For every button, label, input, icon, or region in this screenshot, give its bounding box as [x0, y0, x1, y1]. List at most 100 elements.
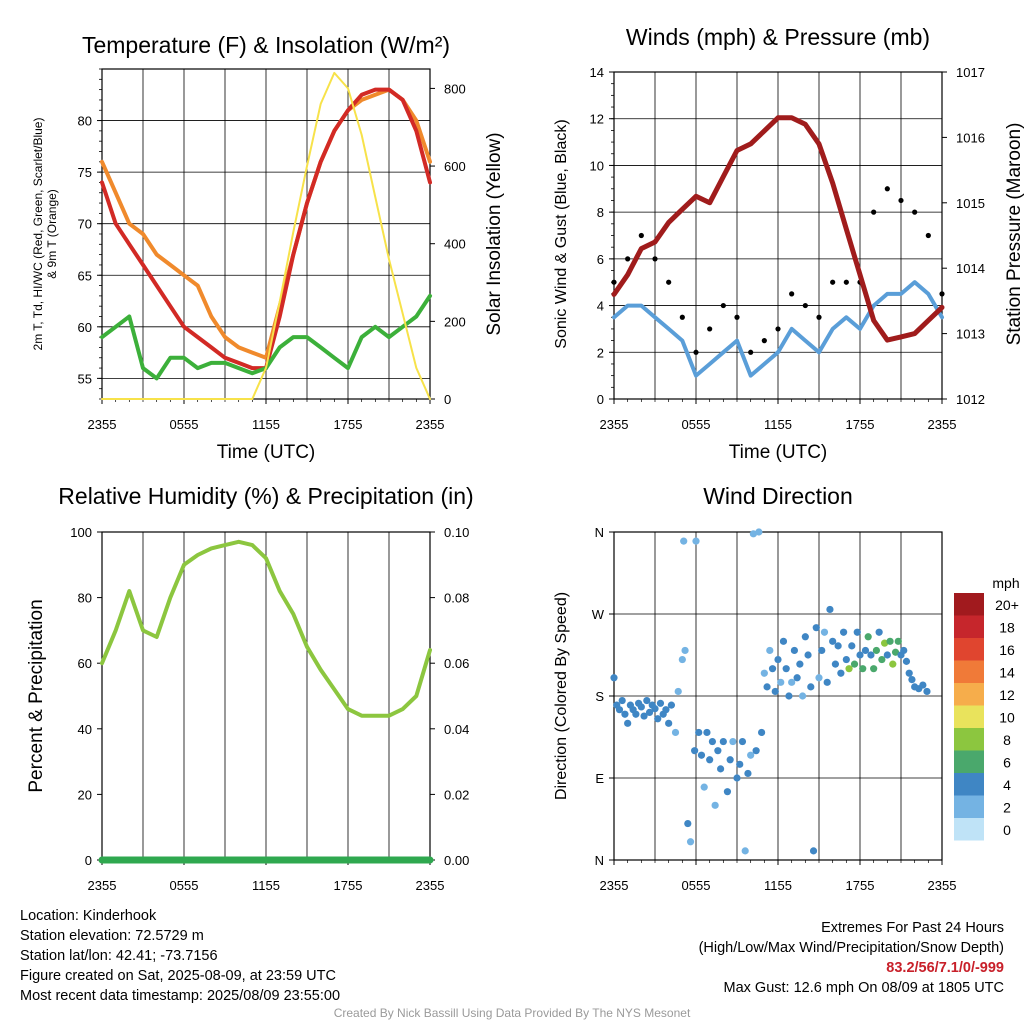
station-elevation: Station elevation: 72.5729 m — [20, 928, 204, 944]
wind-panel-title: Winds (mph) & Pressure (mb) — [626, 24, 930, 50]
direction-point — [700, 783, 708, 791]
rh-y2tick-label: 0.06 — [444, 656, 469, 671]
temp-ytick-label: 60 — [78, 320, 92, 335]
direction-point — [768, 665, 777, 673]
direction-point — [807, 683, 815, 691]
gust-point — [884, 186, 890, 192]
rh-y2tick-label: 0.02 — [444, 787, 469, 802]
speed-legend-swatch — [954, 683, 984, 706]
speed-legend-swatch — [954, 593, 984, 616]
direction-point — [771, 687, 779, 696]
direction-point — [837, 669, 845, 677]
gust-point — [775, 326, 781, 332]
dir-xtick-label: 1155 — [764, 878, 792, 893]
temp-xtick-label: 1755 — [334, 417, 363, 432]
speed-legend-label: 8 — [1003, 732, 1011, 748]
direction-point — [891, 648, 900, 656]
direction-point — [848, 642, 856, 650]
direction-point — [741, 847, 749, 855]
speed-legend-label: 12 — [999, 687, 1015, 703]
wind-xlabel: Time (UTC) — [729, 442, 828, 463]
direction-point — [618, 696, 626, 705]
direction-point — [736, 760, 744, 768]
direction-point — [692, 537, 700, 545]
direction-point — [872, 646, 881, 655]
direction-point — [831, 660, 840, 668]
rh-xtick-label: 2355 — [416, 878, 445, 893]
station-location: Location: Kinderhook — [20, 908, 157, 924]
direction-point — [785, 692, 793, 700]
direction-point — [640, 712, 648, 720]
wind-ytick-label: 0 — [597, 392, 604, 407]
temp-y2tick-label: 200 — [444, 314, 466, 329]
direction-point — [823, 678, 831, 686]
temp-xtick-label: 2355 — [88, 417, 117, 432]
gust-point — [693, 349, 699, 355]
direction-point — [708, 737, 717, 746]
max-gust: Max Gust: 12.6 mph On 08/09 at 1805 UTC — [723, 980, 1004, 996]
temp-ytick-label: 65 — [78, 268, 92, 283]
direction-point — [686, 838, 695, 846]
direction-point — [738, 737, 747, 746]
direction-point — [886, 637, 894, 645]
rh-xtick-label: 1755 — [334, 878, 363, 893]
direction-point — [804, 651, 812, 659]
wind-ytick-label: 12 — [590, 112, 604, 127]
gust-point — [761, 338, 767, 344]
gust-point — [939, 291, 945, 297]
direction-point — [744, 769, 752, 778]
direction-point — [752, 747, 760, 755]
gust-point — [734, 314, 740, 320]
wind-series-speed — [612, 280, 944, 378]
temp-y2tick-label: 400 — [444, 237, 466, 252]
direction-point — [829, 637, 837, 645]
dir-xtick-label: 2355 — [600, 878, 629, 893]
direction-point — [680, 537, 688, 545]
wind-y2tick-label: 1013 — [956, 327, 985, 342]
humidity-panel-title: Relative Humidity (%) & Precipitation (i… — [58, 483, 473, 509]
speed-legend-swatch — [954, 818, 984, 841]
direction-point — [632, 710, 640, 718]
wind-xtick-label: 0555 — [682, 417, 711, 432]
extremes-legend: (High/Low/Max Wind/Precipitation/Snow De… — [698, 940, 1004, 956]
wind-ytick-label: 10 — [590, 158, 604, 173]
temperature-y2label: Solar Insolation (Yellow) — [484, 132, 505, 335]
direction-point — [624, 719, 632, 727]
direction-point — [697, 751, 706, 759]
temp-ytick-label: 55 — [78, 371, 92, 386]
direction-point — [637, 703, 645, 711]
temp-ytick-label: 70 — [78, 217, 92, 232]
rh-series-humidity — [100, 539, 432, 718]
direction-point — [801, 633, 809, 641]
gust-point — [679, 314, 685, 320]
wind-y2tick-label: 1016 — [956, 130, 985, 145]
direction-point — [889, 660, 897, 668]
speed-legend-label: 4 — [1003, 777, 1011, 793]
temperature-xlabel: Time (UTC) — [217, 442, 316, 463]
direction-ylabel: Direction (Colored By Speed) — [553, 592, 570, 800]
wind-xtick-label: 1755 — [846, 417, 875, 432]
humidity-plot-area: 2355 0555 1155 1755 2355 0 20 40 60 80 100 0.00 0.02… — [70, 525, 469, 893]
speed-legend-label: 2 — [1003, 800, 1011, 816]
direction-point — [671, 728, 680, 737]
direction-point — [809, 847, 818, 855]
gust-point — [666, 279, 672, 285]
direction-point — [850, 660, 859, 668]
dir-xtick-label: 0555 — [682, 878, 711, 893]
wind-ytick-label: 2 — [597, 345, 604, 360]
direction-point — [674, 687, 682, 696]
speed-legend-label: 0 — [1003, 822, 1011, 838]
direction-point — [678, 655, 686, 664]
direction-point — [799, 692, 807, 700]
direction-point — [763, 683, 771, 691]
direction-point — [894, 637, 902, 645]
speed-legend-label: 6 — [1003, 755, 1011, 771]
rh-ytick-label: 100 — [70, 525, 92, 540]
direction-point — [908, 676, 916, 684]
direction-point — [859, 665, 867, 673]
direction-point — [826, 605, 834, 614]
rh-y2tick-label: 0.04 — [444, 722, 469, 737]
rh-xtick-label: 1155 — [252, 878, 280, 893]
direction-point — [615, 706, 624, 714]
direction-point — [842, 655, 850, 664]
